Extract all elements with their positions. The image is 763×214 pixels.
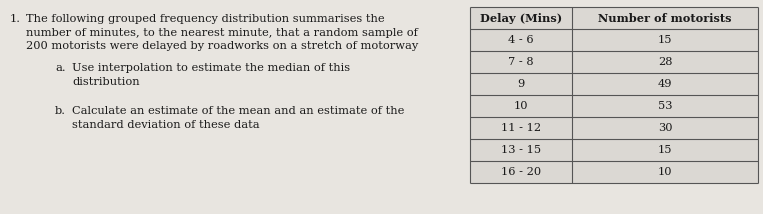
Text: Calculate an estimate of the mean and an estimate of the: Calculate an estimate of the mean and an… xyxy=(72,106,404,116)
Text: 15: 15 xyxy=(658,35,672,45)
Text: 11 - 12: 11 - 12 xyxy=(501,123,541,133)
Text: 1.: 1. xyxy=(10,14,21,24)
Text: 9: 9 xyxy=(517,79,525,89)
Text: 30: 30 xyxy=(658,123,672,133)
Text: 4 - 6: 4 - 6 xyxy=(508,35,534,45)
Text: 10: 10 xyxy=(513,101,528,111)
Text: standard deviation of these data: standard deviation of these data xyxy=(72,119,259,129)
Text: 10: 10 xyxy=(658,167,672,177)
Text: 53: 53 xyxy=(658,101,672,111)
Text: 200 motorists were delayed by roadworks on a stretch of motorway: 200 motorists were delayed by roadworks … xyxy=(26,41,418,51)
Text: 28: 28 xyxy=(658,57,672,67)
Text: number of minutes, to the nearest minute, that a random sample of: number of minutes, to the nearest minute… xyxy=(26,28,418,37)
Text: distribution: distribution xyxy=(72,76,140,86)
Text: 15: 15 xyxy=(658,145,672,155)
Text: Number of motorists: Number of motorists xyxy=(598,12,732,24)
Text: The following grouped frequency distribution summarises the: The following grouped frequency distribu… xyxy=(26,14,385,24)
Text: 49: 49 xyxy=(658,79,672,89)
Text: b.: b. xyxy=(55,106,66,116)
Text: a.: a. xyxy=(55,63,66,73)
Text: Delay (Mins): Delay (Mins) xyxy=(480,12,562,24)
Text: 16 - 20: 16 - 20 xyxy=(501,167,541,177)
Bar xyxy=(470,7,758,183)
Text: Use interpolation to estimate the median of this: Use interpolation to estimate the median… xyxy=(72,63,350,73)
Text: 7 - 8: 7 - 8 xyxy=(508,57,534,67)
Text: 13 - 15: 13 - 15 xyxy=(501,145,541,155)
